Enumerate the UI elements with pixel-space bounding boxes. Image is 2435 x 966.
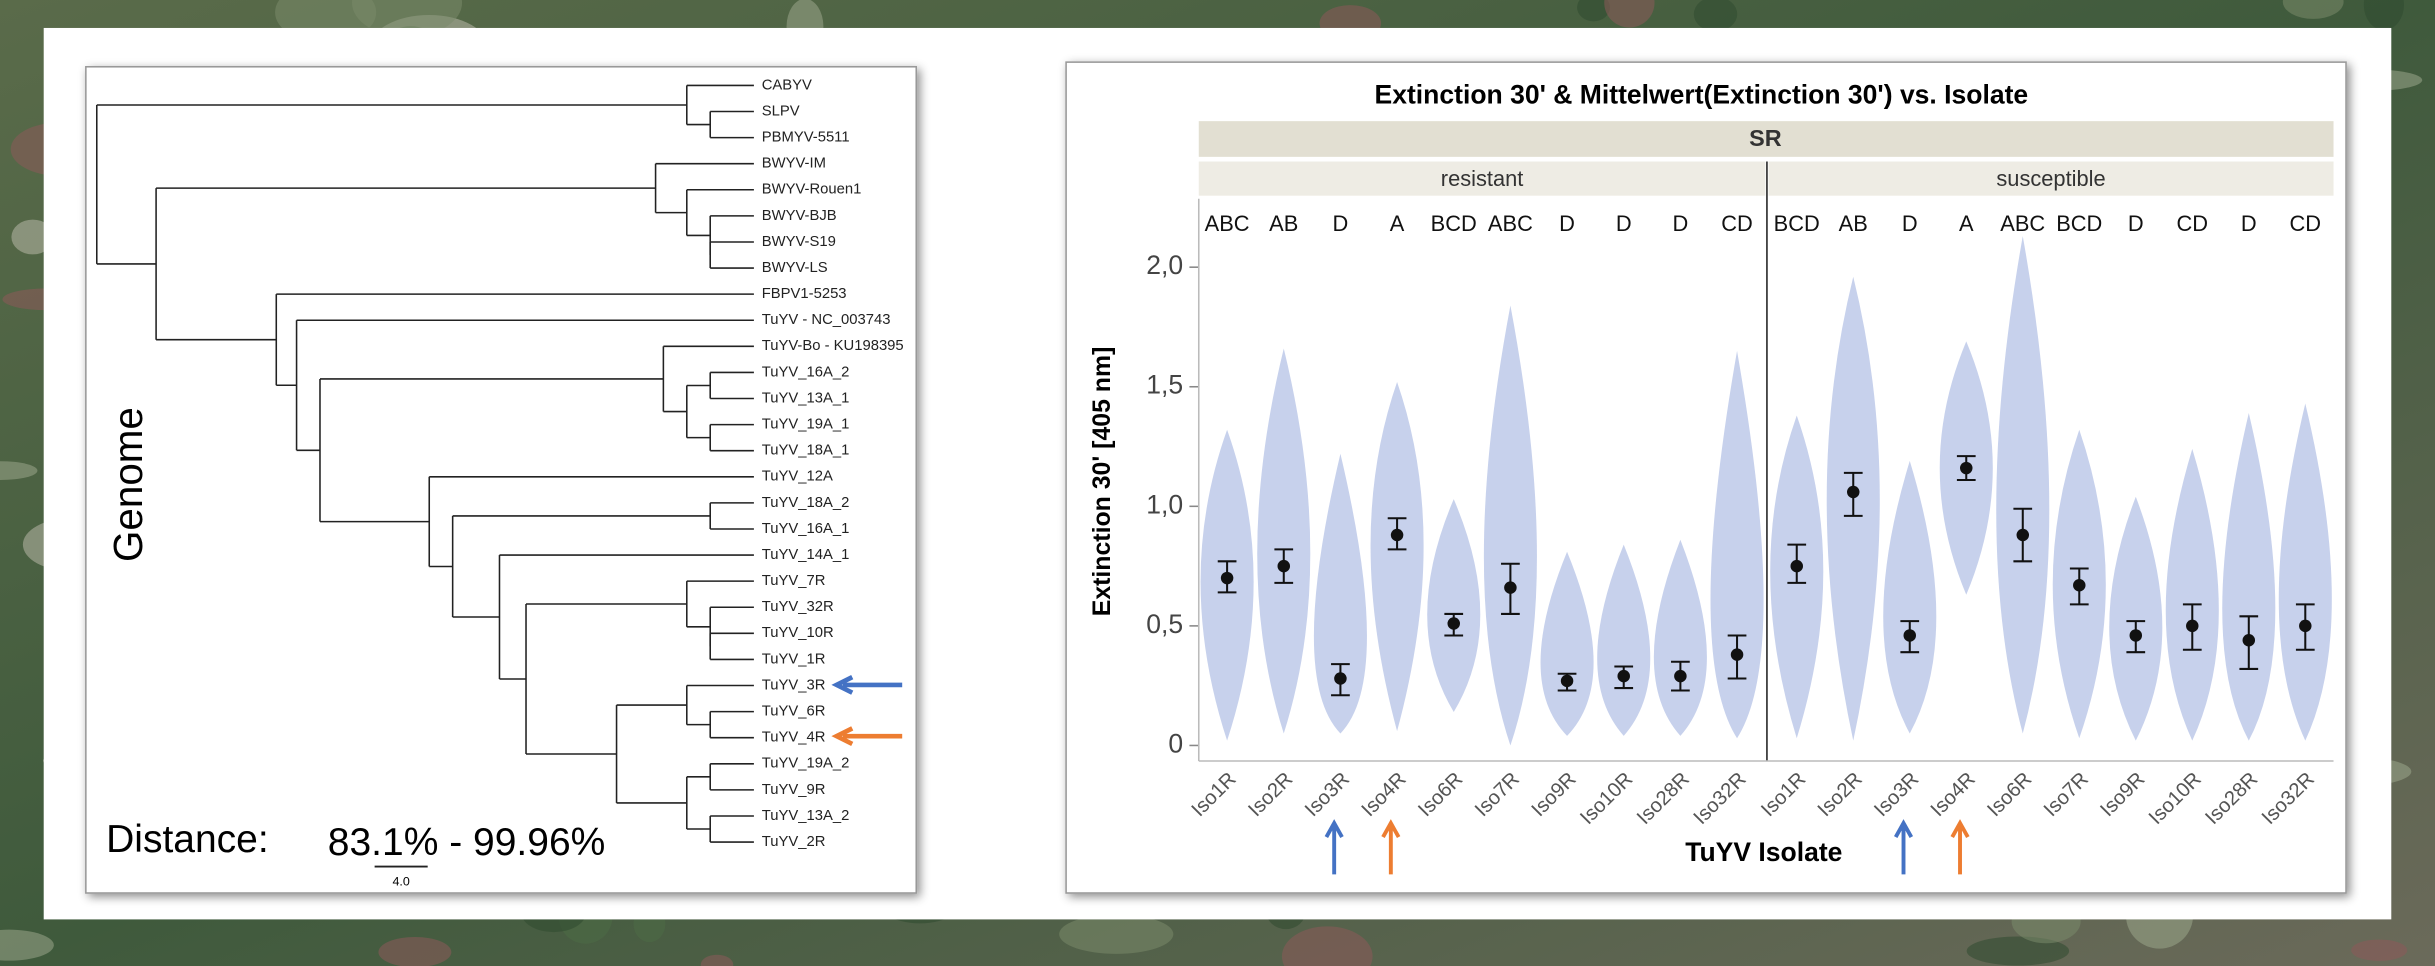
group-letter: BCD (1431, 211, 1477, 236)
group-letter: ABC (1488, 211, 1533, 236)
facet-title: SR (1749, 125, 1782, 151)
mean-dot (1904, 629, 1916, 641)
x-axis-label: TuYV Isolate (1685, 837, 1842, 867)
group-letter: CD (2290, 211, 2322, 236)
leaf-label: TuYV_9R (762, 782, 826, 798)
leaf-label: TuYV_32R (762, 599, 834, 615)
group-letter: CD (1721, 211, 1753, 236)
group-letter: D (2241, 211, 2257, 236)
group-letter: D (1672, 211, 1688, 236)
mean-dot (2130, 629, 2142, 641)
mean-dot (1504, 581, 1516, 593)
leaf-label: TuYV_16A_1 (762, 521, 850, 537)
leaf-label: TuYV_16A_2 (762, 364, 850, 380)
mean-dot (1278, 560, 1290, 572)
mean-dot (1447, 617, 1459, 629)
group-letter: A (1959, 211, 1974, 236)
group-letter: D (1902, 211, 1918, 236)
group-letter: D (1616, 211, 1632, 236)
page: {"tree": {"title": "Genome", "leaves": [… (0, 0, 2435, 966)
leaf-label: TuYV_7R (762, 573, 826, 589)
leaf-label: TuYV_1R (762, 651, 826, 667)
leaf-blob (1059, 915, 1173, 954)
leaf-label: TuYV_6R (762, 704, 826, 720)
leaf-label: TuYV_18A_2 (762, 495, 850, 511)
distance-label: Distance: (106, 818, 269, 861)
leaf-label: TuYV_13A_1 (762, 390, 850, 406)
scale-label: 4.0 (392, 874, 409, 888)
mean-dot (1847, 486, 1859, 498)
panel-title: resistant (1441, 166, 1524, 191)
leaf-label: TuYV_18A_1 (762, 443, 850, 459)
leaf-label: TuYV_12A (762, 469, 833, 485)
group-letter: A (1390, 211, 1405, 236)
screen: CABYV SLPV PBMYV-5511 BWYV-IM BWYV-Rouen1 BWY… (0, 0, 2435, 966)
y-tick-label: 1,5 (1146, 370, 1183, 400)
group-letter: ABC (1205, 211, 1250, 236)
leaf-label: BWYV-BJB (762, 208, 837, 224)
y-tick-label: 2,0 (1146, 250, 1183, 280)
mean-dot (1334, 672, 1346, 684)
mean-dot (1960, 462, 1972, 474)
distance-range: 83.1% - 99.96% (328, 821, 606, 864)
mean-dot (2299, 620, 2311, 632)
leaf-label: TuYV_13A_2 (762, 808, 850, 824)
leaf-label: CABYV (762, 77, 812, 93)
leaf-label: FBPV1-5253 (762, 286, 847, 302)
group-letter: BCD (1774, 211, 1820, 236)
leaf-label: BWYV-IM (762, 156, 826, 172)
group-letter: AB (1269, 211, 1298, 236)
leaf-label: BWYV-S19 (762, 234, 836, 250)
leaf-label: TuYV_19A_1 (762, 417, 850, 433)
leaf-label: TuYV_4R (762, 730, 826, 746)
y-tick-label: 0 (1168, 728, 1183, 758)
leaf-label: TuYV_14A_1 (762, 547, 850, 563)
leaf-label: BWYV-Rouen1 (762, 182, 862, 198)
y-tick-label: 0,5 (1146, 609, 1183, 639)
leaf-label: BWYV-LS (762, 260, 828, 276)
leaf-label: SLPV (762, 103, 800, 119)
mean-dot (1791, 560, 1803, 572)
mean-dot (1561, 675, 1573, 687)
group-letter: D (1559, 211, 1575, 236)
group-letter: D (2128, 211, 2144, 236)
panel-title: susceptible (1996, 166, 2105, 191)
mean-dot (1674, 670, 1686, 682)
mean-dot (1617, 670, 1629, 682)
mean-dot (1391, 529, 1403, 541)
mean-dot (2186, 620, 2198, 632)
tree-title: Genome (105, 407, 151, 562)
leaf-label: TuYV-Bo - KU198395 (762, 338, 904, 354)
y-axis-label: Extinction 30' [405 nm] (1088, 347, 1116, 617)
leaf-blob (378, 937, 451, 966)
mean-dot (2073, 579, 2085, 591)
group-letter: CD (2177, 211, 2209, 236)
chart-title: Extinction 30' & Mittelwert(Extinction 3… (1375, 79, 2029, 109)
mean-dot (1221, 572, 1233, 584)
mean-dot (2243, 634, 2255, 646)
leaf-label: PBMYV-5511 (762, 130, 850, 146)
leaf-label: TuYV_10R (762, 625, 834, 641)
group-letter: ABC (2000, 211, 2045, 236)
leaf-label: TuYV_19A_2 (762, 756, 850, 772)
leaf-blob (2351, 939, 2407, 961)
mean-dot (2017, 529, 2029, 541)
y-tick-label: 1,0 (1146, 489, 1183, 519)
group-letter: D (1333, 211, 1349, 236)
mean-dot (1731, 648, 1743, 660)
group-letter: AB (1839, 211, 1868, 236)
leaf-label: TuYV_2R (762, 834, 826, 850)
leaf-label: TuYV - NC_003743 (762, 312, 891, 328)
leaf-label: TuYV_3R (762, 677, 826, 693)
group-letter: BCD (2056, 211, 2102, 236)
